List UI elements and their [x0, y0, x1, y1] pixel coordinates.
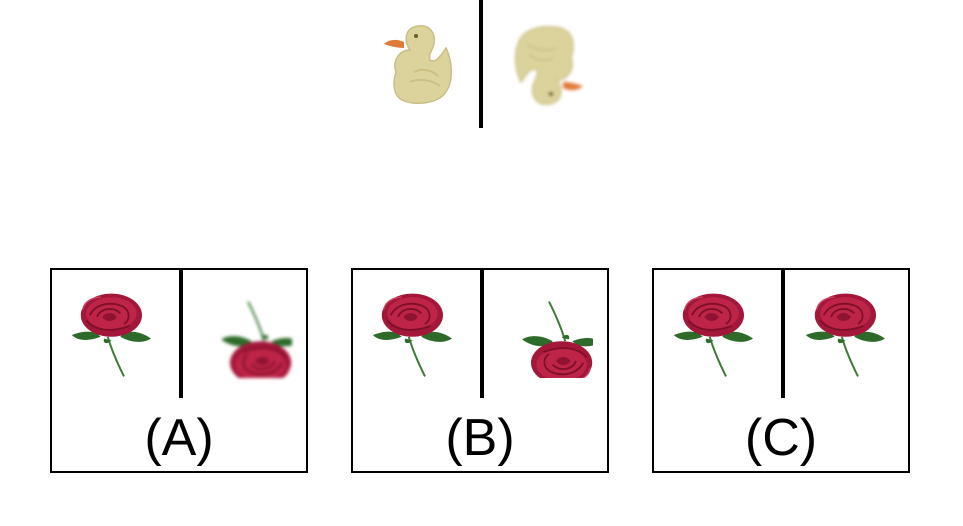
duck-upright-icon — [374, 20, 464, 110]
option-b-divider — [480, 270, 484, 398]
rose-upright-icon — [672, 290, 762, 380]
option-b-card[interactable]: (B) — [351, 268, 609, 473]
option-b-label: (B) — [445, 409, 515, 467]
option-a-divider — [179, 270, 183, 398]
rose-upright-icon — [371, 290, 461, 380]
example-divider — [479, 0, 483, 128]
option-a-card[interactable]: (A) — [50, 268, 308, 473]
rose-upright-icon — [804, 290, 894, 380]
option-c-card[interactable]: (C) — [652, 268, 910, 473]
duck-upside-down-blurred-icon — [503, 20, 593, 110]
rose-upright-icon — [70, 290, 160, 380]
option-c-label: (C) — [744, 409, 818, 467]
option-c-divider — [781, 270, 785, 398]
rose-upside-down-icon — [503, 288, 593, 378]
option-a-label: (A) — [144, 409, 214, 467]
rose-upside-down-blurred-icon — [202, 288, 292, 378]
